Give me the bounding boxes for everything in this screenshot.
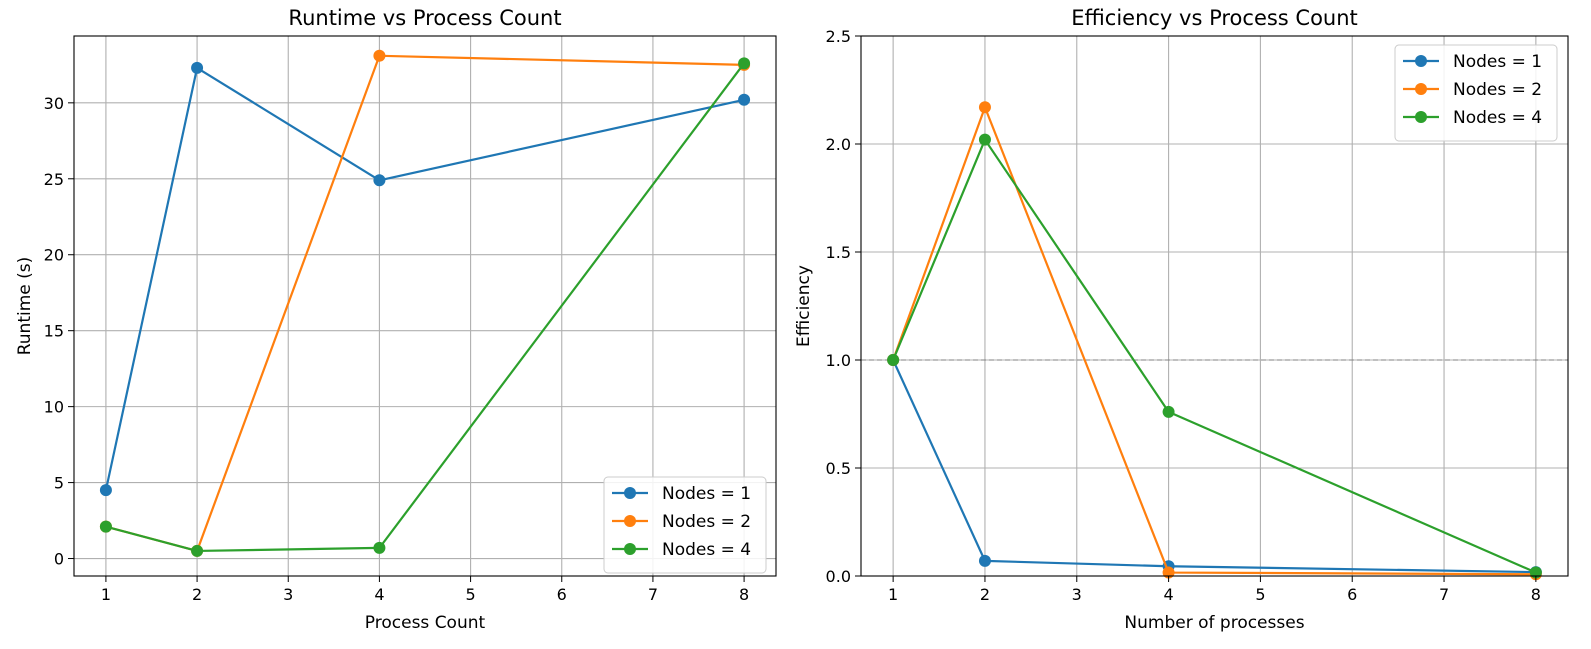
chart-title: Runtime vs Process Count (288, 6, 561, 30)
x-axis-label: Process Count (365, 613, 486, 633)
legend-label: Nodes = 2 (1453, 80, 1542, 100)
y-tick-label: 20 (44, 246, 64, 265)
legend-marker (1415, 55, 1427, 67)
series-line (105, 62, 745, 553)
y-tick-label: 30 (44, 94, 64, 113)
legend-label: Nodes = 2 (662, 512, 751, 532)
data-point (191, 61, 204, 74)
y-tick-label: 2.0 (826, 135, 851, 154)
data-point (99, 484, 112, 497)
y-tick-label: 0.0 (826, 567, 851, 586)
x-tick-label: 7 (648, 585, 658, 604)
legend-marker (624, 515, 636, 527)
x-tick-label: 7 (1439, 585, 1449, 604)
x-tick-label: 2 (192, 585, 202, 604)
data-point (887, 354, 900, 366)
legend-item: Nodes = 1 (1403, 52, 1542, 72)
data-point (191, 544, 204, 557)
data-point (738, 93, 751, 106)
x-tick-label: 5 (1255, 585, 1265, 604)
legend-label: Nodes = 1 (662, 484, 751, 504)
legend-label: Nodes = 1 (1453, 52, 1542, 72)
x-tick-label: 6 (1347, 585, 1357, 604)
legend-marker (1415, 83, 1427, 95)
axes-frame (860, 35, 1569, 577)
y-axis-label: Runtime (s) (15, 257, 35, 356)
legend-marker (624, 487, 636, 499)
series-1 (99, 61, 751, 497)
data-point (978, 133, 991, 146)
data-point (978, 554, 991, 567)
y-tick-label: 0 (54, 550, 64, 569)
series-line (892, 138, 1537, 574)
x-tick-label: 1 (101, 585, 111, 604)
x-axis-label: Number of processes (1124, 613, 1304, 633)
legend: Nodes = 1 Nodes = 2 Nodes = 4 (1394, 44, 1558, 142)
series-3 (99, 57, 751, 557)
legend-label: Nodes = 4 (1453, 108, 1542, 128)
legend-label: Nodes = 4 (662, 540, 751, 560)
data-point (978, 101, 991, 114)
chart-title: Efficiency vs Process Count (1071, 6, 1358, 30)
x-tick-label: 3 (1072, 585, 1082, 604)
legend-item: Nodes = 1 (612, 484, 751, 504)
y-tick-label: 0.5 (826, 459, 851, 478)
series-line (104, 66, 745, 491)
legend: Nodes = 1 Nodes = 2 Nodes = 4 (603, 476, 767, 574)
y-tick-label: 5 (54, 474, 64, 493)
x-tick-label: 8 (1531, 585, 1541, 604)
series-line (892, 359, 1536, 574)
legend-item: Nodes = 4 (1403, 108, 1542, 128)
x-tick-label: 2 (980, 585, 990, 604)
legend-item: Nodes = 2 (612, 512, 751, 532)
data-point (373, 49, 386, 62)
y-tick-label: 1.5 (826, 243, 851, 262)
y-tick-label: 10 (44, 398, 64, 417)
chart-2: 1 2 3 4 5 6 7 8 0.0 0.5 1.0 1.5 2.0 2.5 Efficiency vs … (794, 6, 1569, 633)
data-point (1162, 405, 1175, 418)
y-tick-label: 2.5 (826, 27, 851, 46)
chart-1: 1 2 3 4 5 6 7 8 0 5 10 15 20 25 30 Runtime vs Process C… (15, 6, 777, 633)
data-point (99, 520, 112, 533)
legend-marker (1415, 111, 1427, 123)
axes-frame (73, 35, 777, 577)
legend-marker (624, 543, 636, 555)
x-tick-label: 5 (465, 585, 475, 604)
series-3 (887, 133, 1542, 579)
x-tick-label: 3 (283, 585, 293, 604)
x-tick-label: 4 (1163, 585, 1173, 604)
legend-item: Nodes = 4 (612, 540, 751, 560)
y-tick-label: 1.0 (826, 351, 851, 370)
x-tick-label: 4 (374, 585, 384, 604)
data-point (373, 541, 386, 554)
series-line (892, 106, 1536, 576)
y-tick-label: 15 (44, 322, 64, 341)
y-tick-label: 25 (44, 170, 64, 189)
x-tick-label: 6 (557, 585, 567, 604)
legend-item: Nodes = 2 (1403, 80, 1542, 100)
data-point (738, 57, 751, 70)
x-tick-label: 1 (888, 585, 898, 604)
data-point (373, 174, 386, 187)
y-axis-label: Efficiency (794, 265, 814, 347)
x-tick-label: 8 (739, 585, 749, 604)
